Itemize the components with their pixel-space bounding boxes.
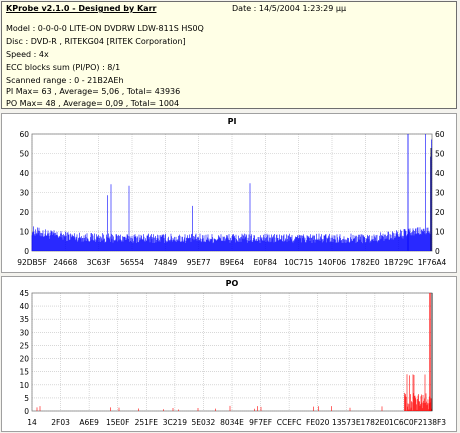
model-line: Model : 0-0-0-0 LITE-ON DVDRW LDW-811S H…: [6, 24, 204, 33]
chart-title: PI: [228, 117, 237, 126]
y-tick-label: 0: [24, 407, 29, 416]
x-tick-label: E0F84: [254, 258, 278, 267]
pi-stats-line: PI Max= 63 , Average= 5,06 , Total= 4393…: [6, 87, 181, 96]
y-tick-label: 35: [19, 315, 29, 324]
x-tick-label: 5E032: [192, 418, 216, 427]
disc-info-panel: KProbe v2.1.0 - Designed by Karr Date : …: [1, 1, 457, 109]
x-tick-label: 3C63F: [87, 258, 111, 267]
y-tick-label: 10: [19, 381, 29, 390]
x-tick-label: 1F76A4: [418, 258, 447, 267]
y-tick-label: 0: [24, 247, 29, 256]
x-tick-label: 15E0F: [106, 418, 129, 427]
x-tick-label: A6E9: [79, 418, 99, 427]
y-tick-label: 25: [19, 341, 29, 350]
pi-chart-panel: PI 0 0 10 10 20 20 30 30 40 40 50 50 60 60 92DB5F 24668 3…: [1, 113, 457, 273]
x-tick-label: 251FE: [135, 418, 159, 427]
y-tick-label: 15: [19, 368, 29, 377]
x-tick-label: 3C219: [163, 418, 188, 427]
x-tick-label: 1B729C: [384, 258, 413, 267]
series-bars: [31, 134, 432, 251]
y-tick-label-right: 10: [435, 228, 445, 237]
y-tick-label: 60: [19, 130, 29, 139]
y-tick-label: 50: [19, 150, 29, 159]
po-stats-line: PO Max= 48 , Average= 0,09 , Total= 1004: [6, 99, 180, 108]
x-tick-label: 2F03: [51, 418, 70, 427]
po-chart-panel: PO 0 5 10 15 20 25 30 35 40 45 14 2F03 A6E9 15E0F 251FE…: [1, 276, 457, 432]
y-tick-label: 20: [19, 208, 29, 217]
x-tick-label: 8034E: [220, 418, 244, 427]
chart-title: PO: [226, 279, 239, 288]
y-tick-label-right: 0: [435, 247, 440, 256]
y-tick-label: 45: [19, 289, 29, 298]
x-tick-label: 74849: [153, 258, 177, 267]
x-tick-label: 95E77: [187, 258, 211, 267]
scanned-range-line: Scanned range : 0 - 21B2AEh: [6, 76, 124, 85]
y-tick-label-right: 20: [435, 208, 445, 217]
x-tick-label: FE020: [306, 418, 330, 427]
x-tick-label: 10C715: [284, 258, 313, 267]
x-tick-label: 1782E0: [351, 258, 380, 267]
x-tick-label: 140F06: [318, 258, 346, 267]
x-tick-label: 92DB5F: [17, 258, 47, 267]
y-tick-label-right: 50: [435, 150, 445, 159]
y-tick-label-right: 30: [435, 189, 445, 198]
y-tick-label-right: 60: [435, 130, 445, 139]
app-title: KProbe v2.1.0 - Designed by Karr: [6, 4, 157, 13]
y-tick-label: 5: [24, 394, 29, 403]
y-tick-label: 10: [19, 228, 29, 237]
po-chart: PO 0 5 10 15 20 25 30 35 40 45 14 2F03 A6E9 15E0F 251FE…: [19, 279, 446, 427]
scan-date: Date : 14/5/2004 1:23:29 µµ: [232, 4, 347, 13]
disc-line: Disc : DVD-R , RITEKG04 [RITEK Corporati…: [6, 37, 186, 46]
x-tick-label: B9E64: [220, 258, 244, 267]
x-tick-label: 14: [27, 418, 37, 427]
x-tick-label: CCEFC: [277, 418, 302, 427]
x-tick-label: 24668: [53, 258, 77, 267]
y-tick-label: 40: [19, 302, 29, 311]
pi-chart: PI 0 0 10 10 20 20 30 30 40 40 50 50 60 60 92DB5F 24668 3…: [17, 117, 447, 267]
speed-line: Speed : 4x: [6, 50, 49, 59]
x-tick-label: 1782E0: [361, 418, 390, 427]
y-tick-label: 30: [19, 189, 29, 198]
x-tick-label: 2138F3: [418, 418, 446, 427]
x-tick-label: 13573E: [332, 418, 361, 427]
ecc-line: ECC blocks sum (PI/PO) : 8/1: [6, 63, 121, 72]
x-tick-label: 9F7EF: [249, 418, 272, 427]
x-tick-label: 56554: [120, 258, 144, 267]
y-tick-label: 20: [19, 355, 29, 364]
y-tick-label-right: 40: [435, 169, 445, 178]
y-tick-label: 40: [19, 169, 29, 178]
series-bars: [36, 374, 432, 411]
x-tick-label: 1C6C0F: [389, 418, 418, 427]
y-tick-label: 30: [19, 328, 29, 337]
